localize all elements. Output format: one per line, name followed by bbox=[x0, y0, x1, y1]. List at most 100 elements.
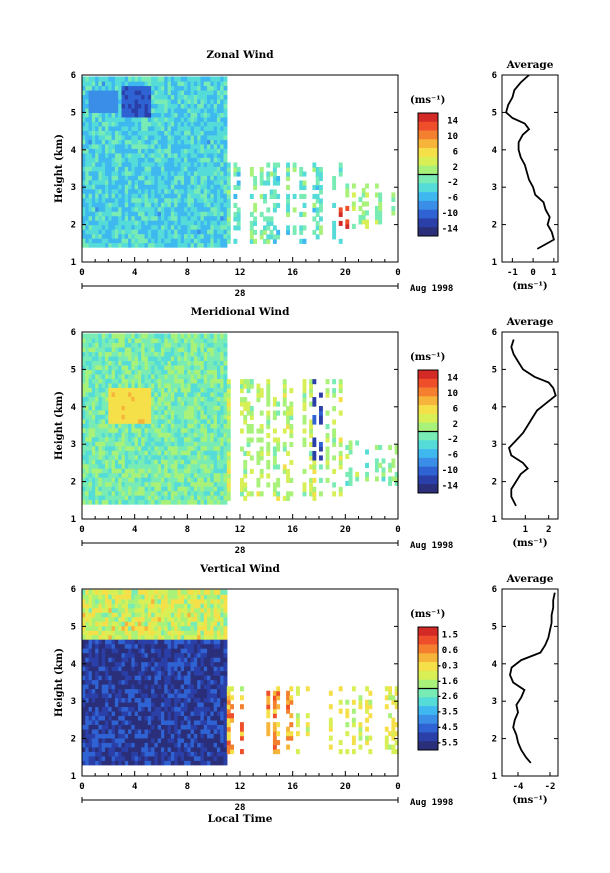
heatmap-cell bbox=[177, 396, 182, 402]
heatmap-cell bbox=[98, 215, 103, 221]
heatmap-cell bbox=[302, 437, 307, 443]
heatmap-cell bbox=[111, 98, 116, 105]
heatmap-cell bbox=[161, 224, 165, 230]
heatmap-cell bbox=[164, 364, 169, 370]
heatmap-cell bbox=[108, 445, 113, 451]
heatmap-cell bbox=[91, 670, 96, 676]
heatmap-cell bbox=[207, 229, 211, 235]
heatmap-cell bbox=[220, 121, 225, 127]
heatmap-cell bbox=[128, 409, 132, 415]
heatmap-cell bbox=[167, 481, 172, 487]
heatmap-cell bbox=[210, 179, 215, 185]
heatmap-cell bbox=[108, 683, 113, 690]
heatmap-cell bbox=[263, 238, 267, 244]
heatmap-cell bbox=[167, 170, 172, 176]
heatmap-cell bbox=[144, 454, 149, 460]
heatmap-cell bbox=[151, 103, 156, 109]
heatmap-cell bbox=[167, 220, 172, 226]
heatmap-cell bbox=[134, 612, 139, 618]
heatmap-cell bbox=[114, 594, 119, 600]
heatmap-cell bbox=[114, 229, 119, 235]
heatmap-cell bbox=[157, 472, 162, 478]
heatmap-cell bbox=[203, 215, 208, 221]
heatmap-cell bbox=[91, 233, 96, 239]
heatmap-cell bbox=[151, 238, 156, 244]
heatmap-cell bbox=[82, 616, 86, 622]
heatmap-cell bbox=[177, 387, 182, 393]
heatmap-cell bbox=[137, 661, 142, 667]
heatmap-cell bbox=[187, 80, 192, 87]
heatmap-cell bbox=[82, 652, 86, 658]
heatmap-cell bbox=[180, 382, 185, 388]
heatmap-cell bbox=[137, 369, 142, 375]
heatmap-cell bbox=[220, 445, 225, 451]
heatmap-cell bbox=[137, 414, 142, 420]
heatmap-cell bbox=[187, 152, 192, 158]
heatmap-cell bbox=[180, 161, 185, 167]
heatmap-cell bbox=[210, 229, 215, 235]
heatmap-cell bbox=[95, 423, 100, 429]
heatmap-cell bbox=[210, 233, 215, 239]
heatmap-cell bbox=[108, 364, 113, 370]
heatmap-cell bbox=[177, 152, 182, 158]
heatmap-cell bbox=[147, 152, 152, 158]
heatmap-cell bbox=[144, 737, 149, 743]
heatmap-cell bbox=[128, 405, 132, 411]
heatmap-cell bbox=[203, 206, 208, 212]
heatmap-cell bbox=[101, 477, 106, 483]
heatmap-cell bbox=[220, 472, 225, 478]
colorbar-tick-label: -10 bbox=[442, 209, 458, 219]
heatmap-cell bbox=[144, 495, 149, 501]
heatmap-cell bbox=[200, 188, 205, 194]
heatmap-cell bbox=[154, 382, 159, 388]
heatmap-cell bbox=[137, 760, 142, 766]
heatmap-cell bbox=[134, 710, 139, 717]
heatmap-cell bbox=[144, 701, 149, 708]
heatmap-cell bbox=[180, 378, 185, 384]
heatmap-cell bbox=[82, 418, 86, 424]
heatmap-cell bbox=[118, 594, 123, 600]
heatmap-cell bbox=[213, 396, 218, 402]
heatmap-cell bbox=[174, 346, 179, 353]
heatmap-cell bbox=[180, 103, 185, 109]
heatmap-cell bbox=[309, 464, 314, 470]
heatmap-cell bbox=[91, 355, 96, 362]
heatmap-cell bbox=[207, 152, 211, 158]
heatmap-cell bbox=[141, 706, 146, 712]
heatmap-cell bbox=[210, 197, 215, 203]
heatmap-cell bbox=[216, 423, 221, 429]
y-tick-label: 1 bbox=[71, 515, 76, 525]
heatmap-cell bbox=[147, 499, 152, 505]
heatmap-cell bbox=[85, 450, 90, 456]
heatmap-cell bbox=[220, 215, 225, 221]
heatmap-cell bbox=[213, 337, 218, 344]
heatmap-cell bbox=[154, 170, 159, 176]
heatmap-cell bbox=[114, 80, 119, 87]
heatmap-cell bbox=[111, 634, 116, 640]
heatmap-cell bbox=[111, 76, 116, 82]
heatmap-cell bbox=[187, 220, 192, 226]
heatmap-cell bbox=[134, 170, 139, 176]
heatmap-cell bbox=[263, 193, 267, 200]
heatmap-cell bbox=[85, 454, 90, 460]
heatmap-cell bbox=[210, 360, 215, 366]
heatmap-cell bbox=[147, 215, 152, 221]
heatmap-cell bbox=[207, 215, 211, 221]
heatmap-cell bbox=[338, 491, 343, 497]
heatmap-cell bbox=[82, 193, 86, 199]
heatmap-cell bbox=[193, 211, 198, 217]
heatmap-cell bbox=[157, 400, 162, 406]
heatmap-cell bbox=[167, 445, 172, 451]
heatmap-cell bbox=[220, 364, 225, 370]
heatmap-cell bbox=[269, 234, 274, 240]
heatmap-cell bbox=[108, 143, 113, 149]
heatmap-cell bbox=[114, 643, 119, 649]
heatmap-cell bbox=[144, 202, 149, 208]
heatmap-cell bbox=[170, 134, 175, 140]
heatmap-cell bbox=[246, 388, 251, 394]
heatmap-cell bbox=[101, 436, 106, 442]
heatmap-cell bbox=[141, 152, 146, 158]
heatmap-cell bbox=[85, 648, 90, 654]
heatmap-cell bbox=[167, 184, 172, 190]
heatmap-cell bbox=[213, 229, 218, 235]
